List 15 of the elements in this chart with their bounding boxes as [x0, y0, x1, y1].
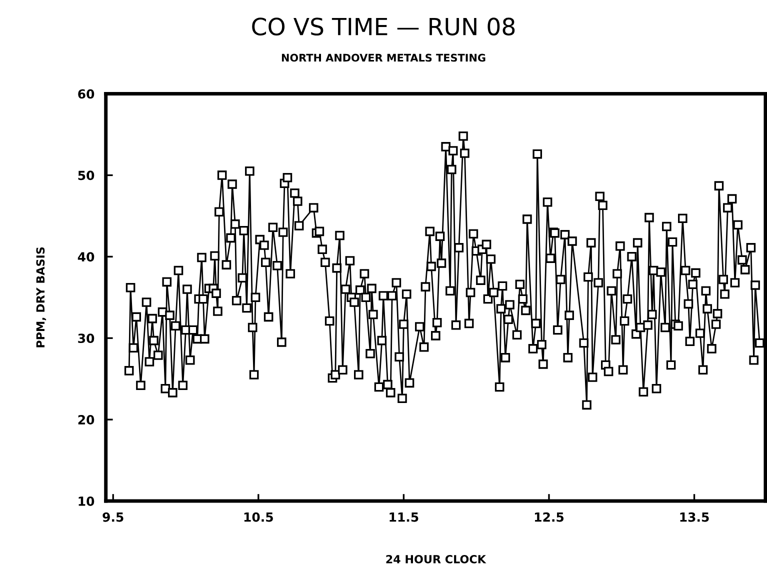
y-tick-label: 30: [78, 334, 94, 344]
x-tick-label: 12.5: [534, 512, 564, 522]
y-tick-label: 40: [78, 252, 94, 262]
x-tick-label: 9.5: [102, 512, 124, 522]
x-tick-label: 10.5: [244, 512, 273, 522]
y-tick-label: 20: [78, 415, 94, 425]
y-tick-label: 10: [78, 496, 94, 506]
x-tick-label: 11.5: [390, 512, 418, 522]
y-tick-label: 50: [78, 170, 94, 180]
y-tick-label: 60: [78, 89, 94, 99]
chart-title: CO VS TIME — RUN 08: [252, 18, 515, 36]
x-tick-label: 13.5: [680, 512, 709, 522]
y-axis-title: PPM, DRY BASIS: [36, 247, 46, 348]
chart-subtitle: NORTH ANDOVER METALS TESTING: [282, 54, 486, 62]
x-axis-title: 24 HOUR CLOCK: [386, 554, 486, 564]
